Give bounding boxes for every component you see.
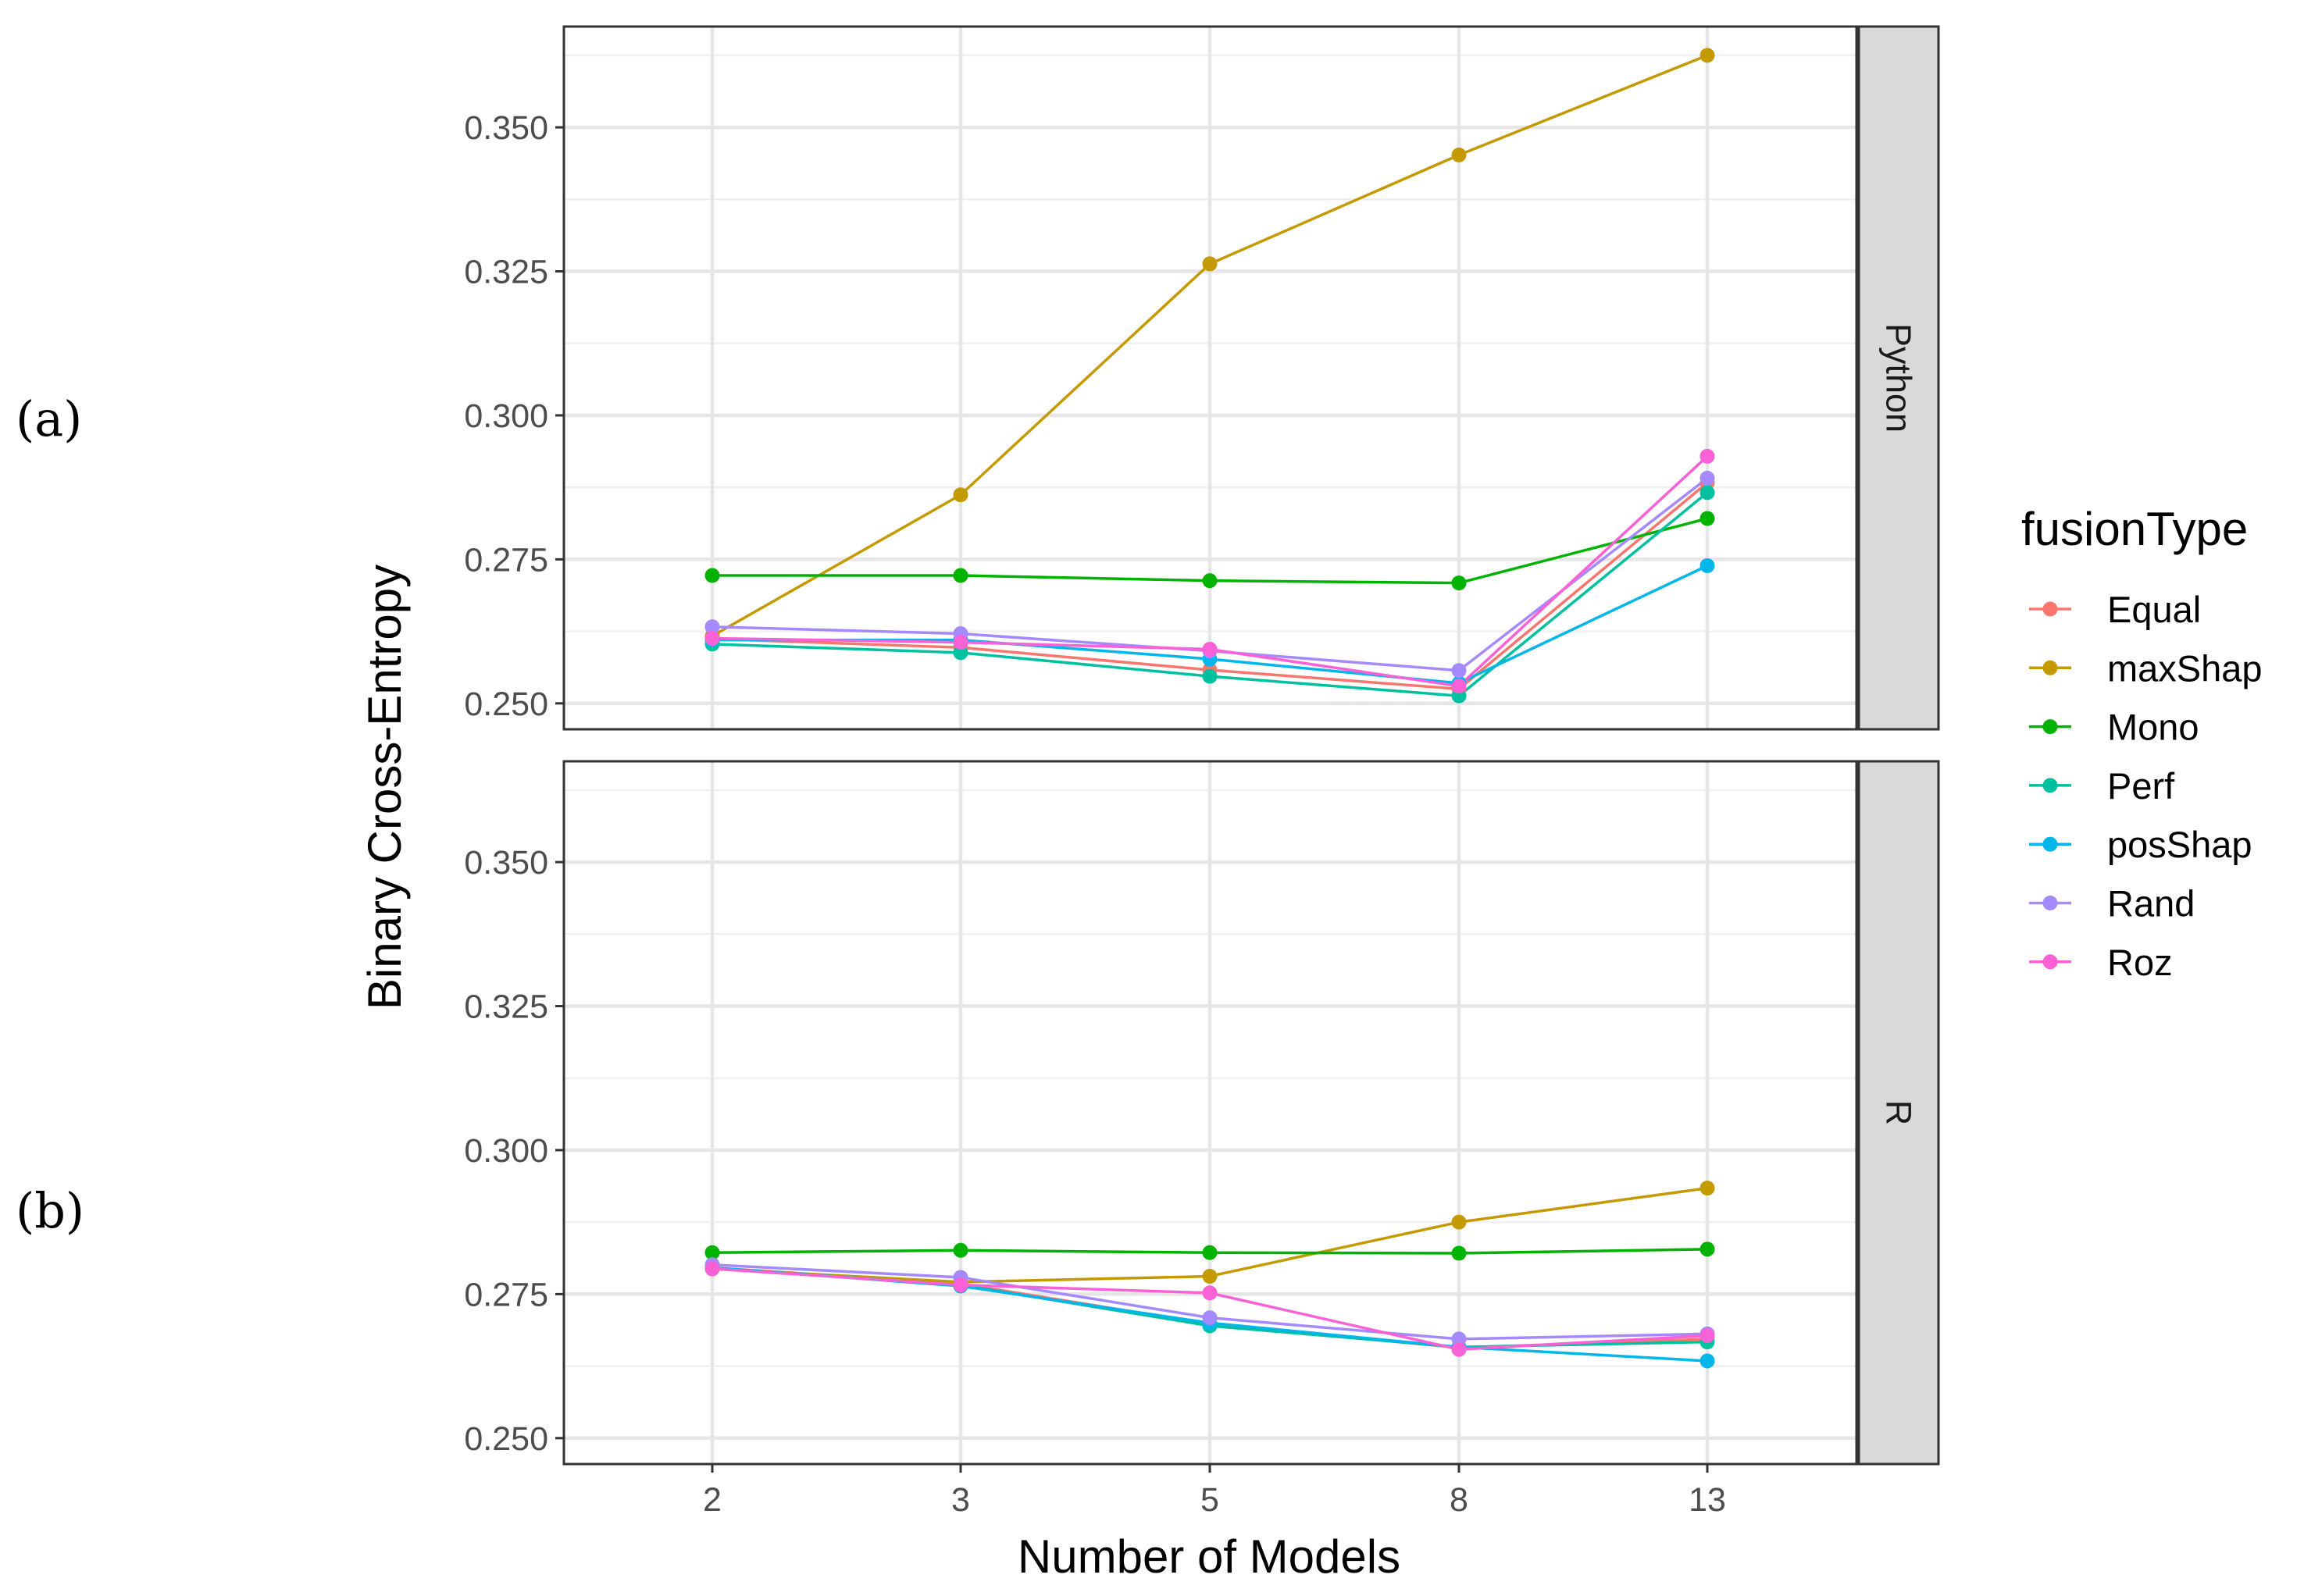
facet-panels: 0.250 0.275 0.300 0.325 0.350 Python 0.250 0.27… — [464, 25, 1940, 1466]
y-axis-title: Binary Cross-Entropy — [358, 565, 411, 1010]
legend-label: Perf — [2107, 765, 2175, 807]
point-rand-8 — [1451, 663, 1467, 679]
legend-label: Equal — [2107, 589, 2201, 630]
point-roz-2 — [704, 630, 720, 646]
legend-item-mono: Mono — [2029, 707, 2199, 748]
point-maxshap-8 — [1451, 1214, 1467, 1230]
facet-strip — [1857, 760, 1940, 1466]
y-tick-label: 0.325 — [464, 989, 548, 1026]
point-maxshap-5 — [1202, 256, 1218, 272]
legend-key-point — [2042, 836, 2058, 852]
panel-r: 0.250 0.275 0.300 0.325 0.350 R — [464, 760, 1940, 1466]
y-tick-label: 0.325 — [464, 254, 548, 291]
point-posshap-13 — [1699, 558, 1715, 573]
point-rand-2 — [704, 619, 720, 635]
point-roz-8 — [1451, 1341, 1467, 1357]
legend: fusionType Equal maxShap Mono Perf posShap Ra… — [2021, 503, 2263, 983]
x-tick-label: 2 — [703, 1481, 722, 1519]
point-roz-13 — [1699, 1327, 1715, 1343]
point-mono-3 — [953, 1242, 968, 1258]
panel-border — [562, 25, 1858, 731]
point-mono-2 — [704, 1245, 720, 1260]
point-roz-13 — [1699, 448, 1715, 464]
point-maxshap-13 — [1699, 48, 1715, 63]
point-roz-3 — [953, 635, 968, 650]
legend-item-equal: Equal — [2029, 589, 2201, 630]
point-maxshap-5 — [1202, 1269, 1218, 1284]
y-tick-label: 0.275 — [464, 541, 548, 579]
point-maxshap-8 — [1451, 148, 1467, 163]
panel-label-b: (b) — [16, 1182, 84, 1239]
point-roz-3 — [953, 1277, 968, 1293]
x-tick-label: 13 — [1689, 1481, 1726, 1519]
x-axis-title: Number of Models — [1018, 1530, 1400, 1583]
legend-item-rand: Rand — [2029, 883, 2195, 924]
point-roz-8 — [1451, 679, 1467, 694]
x-tick-label: 8 — [1450, 1481, 1468, 1519]
point-roz-5 — [1202, 1285, 1218, 1301]
point-posshap-13 — [1699, 1353, 1715, 1369]
y-tick-label: 0.250 — [464, 686, 548, 723]
y-tick-label: 0.350 — [464, 109, 548, 147]
point-roz-2 — [704, 1261, 720, 1277]
y-tick-label: 0.250 — [464, 1420, 548, 1458]
legend-key-point — [2042, 660, 2058, 675]
y-tick-label: 0.275 — [464, 1276, 548, 1313]
facet-strip-label: R — [1879, 1100, 1919, 1126]
x-axis: 2 3 5 8 13 — [703, 1464, 1726, 1519]
panel-label-a: (a) — [16, 390, 82, 447]
point-mono-13 — [1699, 1242, 1715, 1257]
legend-item-perf: Perf — [2029, 765, 2175, 807]
y-tick-label: 0.300 — [464, 397, 548, 435]
facet-strip-label: Python — [1879, 323, 1919, 433]
legend-key-point — [2042, 601, 2058, 617]
point-maxshap-3 — [953, 487, 968, 503]
legend-label: maxShap — [2107, 647, 2263, 689]
legend-key-point — [2042, 719, 2058, 735]
point-rand-13 — [1699, 470, 1715, 486]
legend-item-roz: Roz — [2029, 942, 2173, 983]
y-tick-label: 0.300 — [464, 1132, 548, 1170]
legend-item-maxshap: maxShap — [2029, 647, 2263, 689]
x-tick-label: 3 — [951, 1481, 970, 1519]
point-perf-5 — [1202, 668, 1218, 684]
point-rand-5 — [1202, 1310, 1218, 1326]
point-mono-8 — [1451, 575, 1467, 591]
point-mono-13 — [1699, 511, 1715, 526]
legend-label: Mono — [2107, 707, 2199, 748]
point-perf-13 — [1699, 485, 1715, 501]
point-perf-3 — [953, 645, 968, 661]
legend-label: posShap — [2107, 824, 2252, 865]
legend-key-point — [2042, 778, 2058, 793]
point-mono-5 — [1202, 573, 1218, 589]
point-mono-3 — [953, 568, 968, 583]
legend-title: fusionType — [2021, 503, 2248, 555]
facet-strip — [1857, 25, 1940, 731]
y-tick-label: 0.350 — [464, 844, 548, 882]
point-rand-8 — [1451, 1331, 1467, 1347]
x-tick-label: 5 — [1200, 1481, 1219, 1519]
point-mono-2 — [704, 568, 720, 583]
legend-label: Rand — [2107, 883, 2195, 924]
point-mono-5 — [1202, 1245, 1218, 1260]
point-mono-8 — [1451, 1245, 1467, 1261]
legend-key-point — [2042, 954, 2058, 970]
point-roz-5 — [1202, 641, 1218, 657]
legend-label: Roz — [2107, 942, 2173, 983]
legend-key-point — [2042, 896, 2058, 910]
point-maxshap-13 — [1699, 1181, 1715, 1196]
panel-python: 0.250 0.275 0.300 0.325 0.350 Python — [464, 25, 1940, 731]
legend-item-posshap: posShap — [2029, 824, 2252, 865]
